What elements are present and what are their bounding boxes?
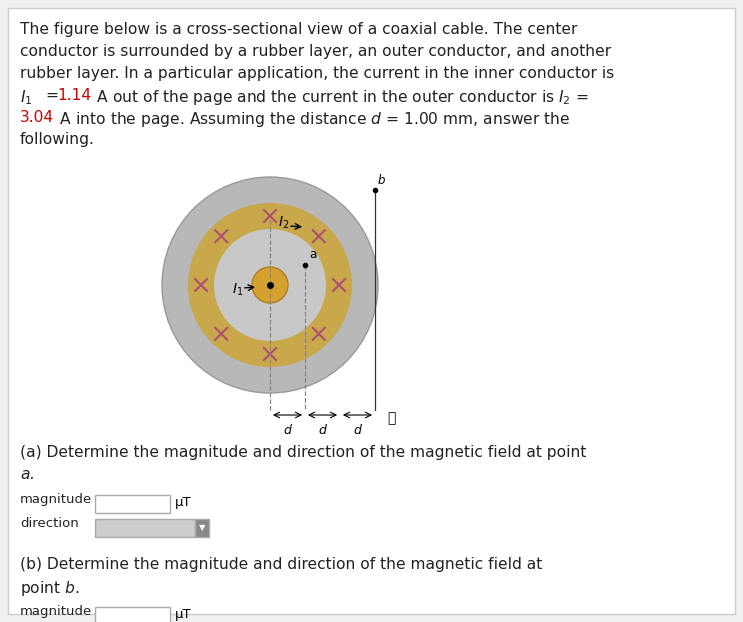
Text: $a$.: $a$. — [20, 467, 34, 482]
Text: =: = — [46, 88, 64, 103]
Circle shape — [162, 177, 378, 393]
Text: b: b — [378, 174, 386, 187]
Text: A out of the page and the current in the outer conductor is $I_2$ =: A out of the page and the current in the… — [92, 88, 588, 107]
Text: magnitude: magnitude — [20, 493, 92, 506]
Text: rubber layer. In a particular application, the current in the inner conductor is: rubber layer. In a particular applicatio… — [20, 66, 614, 81]
Text: μT: μT — [175, 608, 192, 621]
Text: $d$: $d$ — [317, 423, 328, 437]
Text: The figure below is a cross-sectional view of a coaxial cable. The center: The figure below is a cross-sectional vi… — [20, 22, 577, 37]
Text: (a) Determine the magnitude and direction of the magnetic field at point: (a) Determine the magnitude and directio… — [20, 445, 586, 460]
Text: point $b$.: point $b$. — [20, 579, 80, 598]
Text: $d$: $d$ — [282, 423, 293, 437]
Text: $d$: $d$ — [352, 423, 363, 437]
Text: a: a — [309, 248, 317, 261]
Text: 1.14: 1.14 — [57, 88, 91, 103]
Text: (b) Determine the magnitude and direction of the magnetic field at: (b) Determine the magnitude and directio… — [20, 557, 542, 572]
Text: conductor is surrounded by a rubber layer, an outer conductor, and another: conductor is surrounded by a rubber laye… — [20, 44, 611, 59]
Text: ⓘ: ⓘ — [387, 411, 395, 425]
Text: ▼: ▼ — [198, 524, 205, 532]
Circle shape — [252, 267, 288, 303]
Text: 3.04: 3.04 — [20, 110, 54, 125]
Bar — [95, 607, 170, 622]
Bar — [95, 495, 170, 513]
Text: magnitude: magnitude — [20, 605, 92, 618]
Text: --Select--: --Select-- — [100, 520, 154, 533]
FancyBboxPatch shape — [8, 8, 735, 614]
Text: $I_2$: $I_2$ — [278, 215, 289, 231]
Bar — [195, 519, 209, 537]
Text: direction: direction — [20, 517, 79, 530]
Circle shape — [188, 203, 352, 367]
Bar — [95, 519, 195, 537]
Text: $I_1$: $I_1$ — [20, 88, 33, 107]
Text: μT: μT — [175, 496, 192, 509]
Text: following.: following. — [20, 132, 95, 147]
Text: A into the page. Assuming the distance $d$ = 1.00 mm, answer the: A into the page. Assuming the distance $… — [55, 110, 571, 129]
Circle shape — [214, 229, 326, 341]
Text: $I_1$: $I_1$ — [232, 282, 244, 298]
